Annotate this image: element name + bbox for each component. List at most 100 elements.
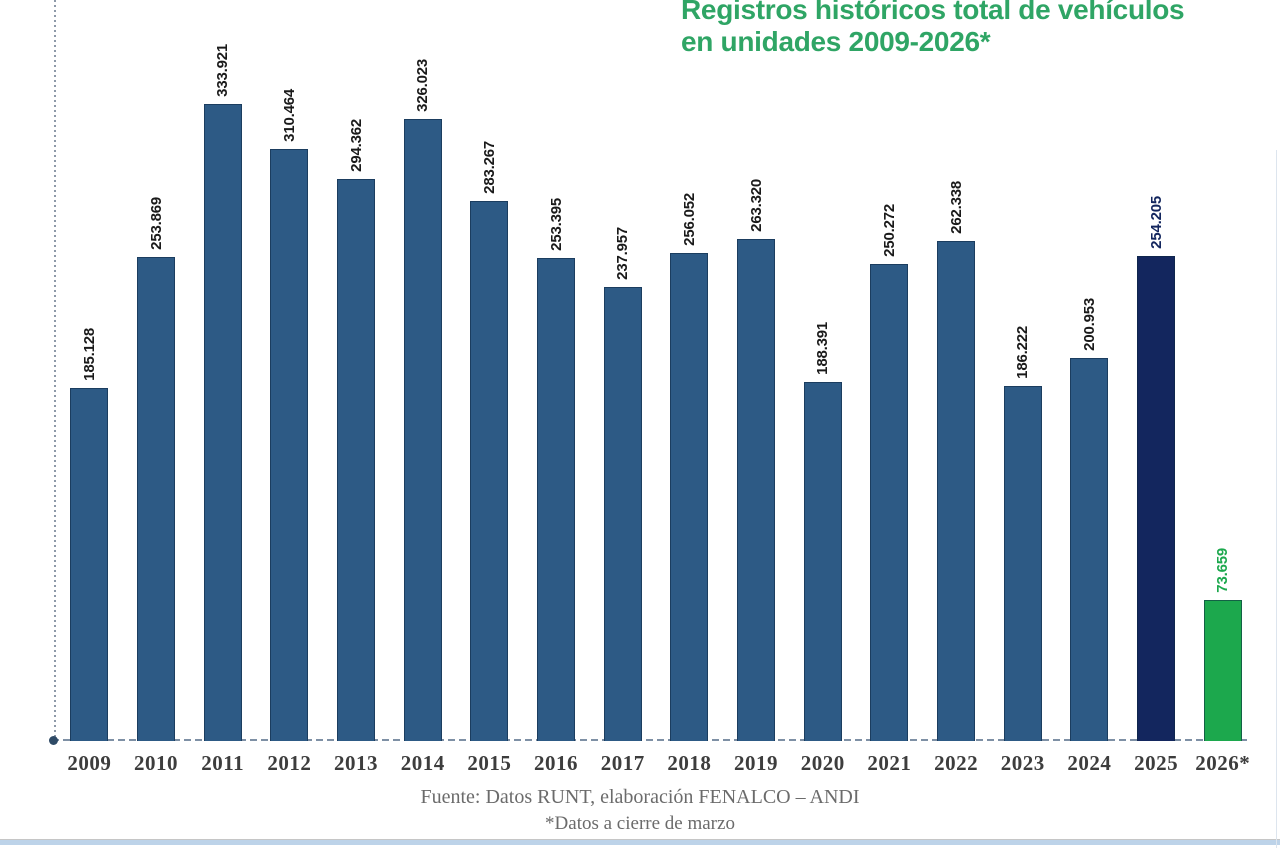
- x-axis: [52, 739, 1248, 741]
- bar-2023: [1003, 386, 1042, 741]
- year-label-2021: 2021: [867, 751, 912, 775]
- bar-slot-2023: 186.222: [989, 0, 1056, 741]
- bar-slot-2021: 250.272: [856, 0, 923, 741]
- value-label-2026: 73.659: [1214, 548, 1232, 593]
- value-label-wrap: 200.953: [1056, 298, 1123, 351]
- bottom-divider: [0, 839, 1280, 845]
- bar-slot-2025: 254.205: [1123, 0, 1190, 741]
- value-label-wrap: 254.205: [1123, 196, 1190, 249]
- right-frame-line: [1276, 150, 1277, 848]
- value-label-2018: 256.052: [680, 193, 698, 246]
- year-label-2026: 2026*: [1195, 751, 1251, 775]
- chart-title-line2: en unidades 2009-2026*: [681, 26, 991, 57]
- bar-2024: [1070, 358, 1109, 741]
- bar-slot-2019: 263.320: [723, 0, 790, 741]
- value-label-wrap: 185.128: [56, 328, 123, 381]
- value-label-2019: 263.320: [747, 179, 765, 232]
- value-label-2015: 283.267: [480, 141, 498, 194]
- bar-slot-2024: 200.953: [1056, 0, 1123, 741]
- x-axis-labels: 2009 2010 2011 2012 2013 2014 2015 2016 2017 2018…: [56, 751, 1256, 776]
- year-label-2020: 2020: [800, 751, 845, 775]
- year-label-2017: 2017: [600, 751, 645, 775]
- bar-2025: [1137, 256, 1176, 741]
- bar-slot-2013: 294.362: [323, 0, 390, 741]
- bar-slot-2026: 73.659: [1189, 0, 1256, 741]
- value-label-2023: 186.222: [1014, 326, 1032, 379]
- bar-2020: [803, 382, 842, 741]
- value-label-2016: 253.395: [547, 198, 565, 251]
- value-label-2014: 326.023: [414, 59, 432, 112]
- bar-slot-2018: 256.052: [656, 0, 723, 741]
- bar-slot-2012: 310.464: [256, 0, 323, 741]
- bar-2017: [603, 287, 642, 741]
- bar-2022: [937, 241, 976, 741]
- source-note: Fuente: Datos RUNT, elaboración FENALCO …: [420, 786, 860, 808]
- value-label-wrap: 237.957: [589, 227, 656, 280]
- year-label-2013: 2013: [334, 751, 379, 775]
- value-label-2020: 188.391: [814, 322, 832, 375]
- bar-slot-2020: 188.391: [789, 0, 856, 741]
- value-label-2025: 254.205: [1147, 196, 1165, 249]
- year-label-2025: 2025: [1134, 751, 1179, 775]
- bar-slot-2015: 283.267: [456, 0, 523, 741]
- value-label-2013: 294.362: [347, 119, 365, 172]
- bar-2011: [203, 104, 242, 741]
- value-label-2024: 200.953: [1080, 298, 1098, 351]
- y-axis: [54, 0, 56, 741]
- year-label-2023: 2023: [1000, 751, 1045, 775]
- value-label-2010: 253.869: [147, 197, 165, 250]
- bar-2018: [670, 253, 709, 741]
- axis-origin-dot: [49, 736, 58, 745]
- bar-2012: [270, 149, 309, 741]
- bar-2016: [537, 258, 576, 741]
- bar-slot-2011: 333.921: [189, 0, 256, 741]
- value-label-wrap: 73.659: [1189, 548, 1256, 593]
- bar-2015: [470, 201, 509, 741]
- value-label-2021: 250.272: [880, 204, 898, 257]
- bar-slot-2009: 185.128: [56, 0, 123, 741]
- year-label-2016: 2016: [534, 751, 579, 775]
- bar-slot-2017: 237.957: [589, 0, 656, 741]
- value-label-wrap: 310.464: [256, 89, 323, 142]
- value-label-wrap: 263.320: [723, 179, 790, 232]
- year-label-2019: 2019: [734, 751, 779, 775]
- value-label-wrap: 256.052: [656, 193, 723, 246]
- bar-slot-2016: 253.395: [523, 0, 590, 741]
- value-label-2009: 185.128: [80, 328, 98, 381]
- value-label-2012: 310.464: [280, 89, 298, 142]
- year-label-2024: 2024: [1067, 751, 1112, 775]
- value-label-wrap: 326.023: [389, 59, 456, 112]
- year-label-2022: 2022: [934, 751, 979, 775]
- value-label-wrap: 283.267: [456, 141, 523, 194]
- bar-2014: [403, 119, 442, 741]
- bar-2010: [137, 257, 175, 741]
- value-label-wrap: 253.395: [523, 198, 590, 251]
- bar-2013: [337, 179, 376, 741]
- value-label-wrap: 188.391: [789, 322, 856, 375]
- bar-slot-2010: 253.869: [123, 0, 190, 741]
- value-label-wrap: 262.338: [923, 181, 990, 234]
- year-label-2010: 2010: [134, 751, 178, 775]
- bar-slot-2014: 326.023: [389, 0, 456, 741]
- value-label-2017: 237.957: [614, 227, 632, 280]
- value-label-2022: 262.338: [947, 181, 965, 234]
- value-label-wrap: 250.272: [856, 204, 923, 257]
- year-label-2009: 2009: [67, 751, 112, 775]
- value-label-wrap: 186.222: [989, 326, 1056, 379]
- year-label-2012: 2012: [267, 751, 312, 775]
- value-label-2011: 333.921: [214, 44, 232, 97]
- bar-2019: [737, 239, 776, 741]
- value-label-wrap: 333.921: [189, 44, 256, 97]
- year-label-2015: 2015: [467, 751, 512, 775]
- bars: 185.128 253.869 333.921 310.464 294.362 326.0…: [56, 0, 1256, 741]
- value-label-wrap: 253.869: [123, 197, 190, 250]
- bar-slot-2022: 262.338: [923, 0, 990, 741]
- chart-title: Registros históricos total de vehículos …: [681, 0, 1256, 58]
- bar-2021: [870, 264, 909, 741]
- value-label-wrap: 294.362: [323, 119, 390, 172]
- year-label-2014: 2014: [400, 751, 445, 775]
- bar-2009: [70, 388, 109, 741]
- bar-2026: [1203, 600, 1242, 741]
- year-label-2018: 2018: [667, 751, 712, 775]
